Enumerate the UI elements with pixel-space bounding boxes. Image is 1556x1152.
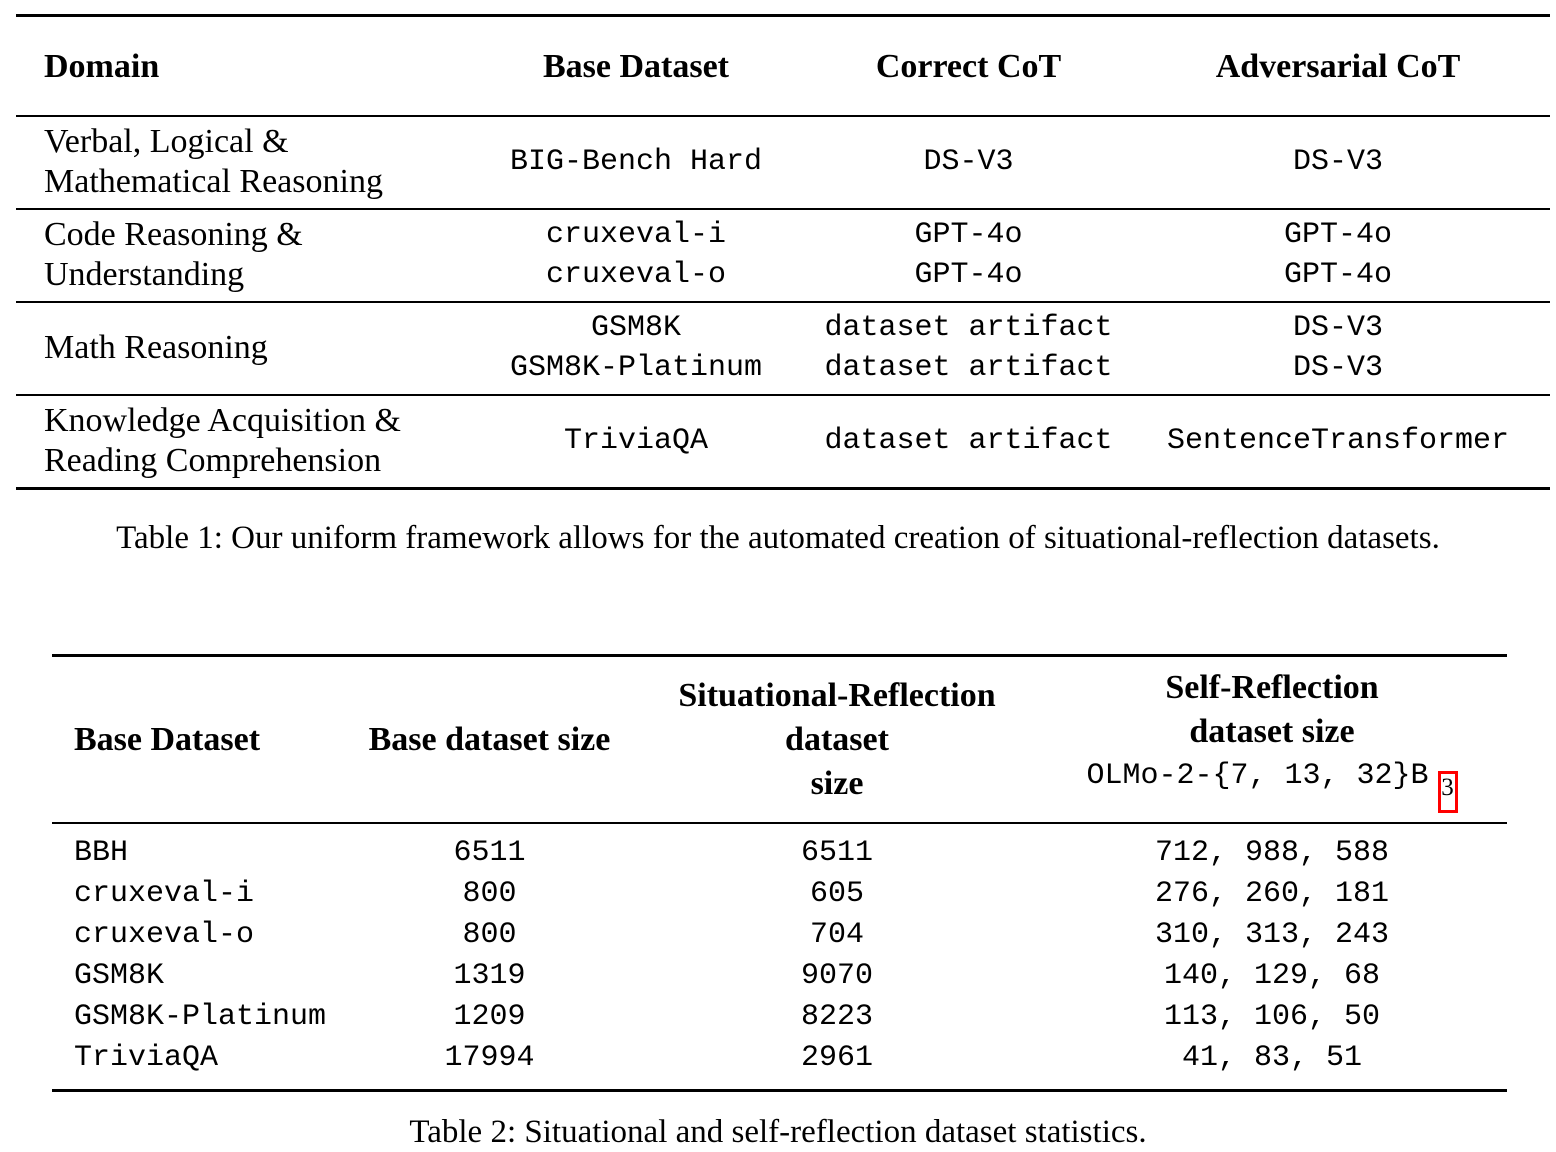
table1-cell-domain: Math Reasoning <box>44 329 268 366</box>
table2-cell-base-size: 17994 <box>444 1041 535 1075</box>
table2-cell-base-dataset: BBH <box>74 836 129 870</box>
table1-cell-adversarial-cot: GPT-4o GPT-4o <box>1283 218 1393 292</box>
table2-row-gsm8k: GSM8K 1319 9070 140, 129, 68 <box>52 956 1507 997</box>
table1-cell-base-dataset: BIG-Bench Hard <box>509 145 763 179</box>
table2-cell-self-sizes: 276, 260, 181 <box>1154 877 1390 911</box>
table2-cell-situational-size: 2961 <box>800 1041 873 1075</box>
table1-cell-correct-cot: DS-V3 <box>923 145 1014 179</box>
table2-cell-base-dataset: cruxeval-o <box>74 918 255 952</box>
table2-cell-base-size: 1319 <box>453 959 526 993</box>
paper-page: Domain Base Dataset Correct CoT Adversar… <box>0 14 1556 1152</box>
table2-cell-situational-size: 704 <box>809 918 864 952</box>
footnote-marker: 3 <box>1441 774 1454 801</box>
table1-cell-correct-cot: GPT-4o GPT-4o <box>914 218 1023 292</box>
table2-row-gsm8k-platinum: GSM8K-Platinum 1209 8223 113, 106, 50 <box>52 997 1507 1038</box>
table1-caption: Table 1: Our uniform framework allows fo… <box>116 520 1440 556</box>
table1-cell-correct-cot: dataset artifact <box>824 424 1113 458</box>
footnote-link-3[interactable]: 3 <box>1437 771 1458 813</box>
table1-cell-adversarial-cot: DS-V3 <box>1292 145 1383 179</box>
table2-caption: Table 2: Situational and self-reflection… <box>409 1114 1147 1150</box>
table2-cell-self-sizes: 310, 313, 243 <box>1154 918 1390 952</box>
table2-header-base-dataset-size: Base dataset size <box>368 720 611 758</box>
table1-datasets-framework: Domain Base Dataset Correct CoT Adversar… <box>16 14 1550 490</box>
table1-row-math-reasoning: Math Reasoning GSM8K GSM8K-Platinum data… <box>16 302 1550 395</box>
table1-cell-correct-cot: dataset artifact dataset artifact <box>824 311 1113 385</box>
table1-cell-adversarial-cot: SentenceTransformer <box>1166 424 1510 458</box>
table2-cell-base-dataset: TriviaQA <box>74 1041 219 1075</box>
table1-cell-base-dataset: GSM8K GSM8K-Platinum <box>509 311 763 385</box>
table2-cell-self-sizes: 140, 129, 68 <box>1163 959 1381 993</box>
table2-row-cruxeval-i: cruxeval-i 800 605 276, 260, 181 <box>52 874 1507 915</box>
table2-cell-situational-size: 6511 <box>800 836 873 870</box>
table1-row-knowledge-acquisition: Knowledge Acquisition & Reading Comprehe… <box>16 395 1550 489</box>
table2-row-triviaqa: TriviaQA 17994 2961 41, 83, 51 <box>52 1038 1507 1091</box>
table1-header-row: Domain Base Dataset Correct CoT Adversar… <box>16 16 1550 116</box>
table2-cell-situational-size: 9070 <box>800 959 873 993</box>
table2-header-row: Base Dataset Base dataset size Situation… <box>52 656 1507 824</box>
table1-row-verbal-logical: Verbal, Logical & Mathematical Reasoning… <box>16 116 1550 209</box>
table1-row-code-reasoning: Code Reasoning & Understanding cruxeval-… <box>16 209 1550 302</box>
table1-cell-domain: Code Reasoning & Understanding <box>44 216 303 293</box>
table1-cell-base-dataset: cruxeval-i cruxeval-o <box>545 218 727 292</box>
table2-cell-base-size: 6511 <box>453 836 526 870</box>
table2-dataset-statistics: Base Dataset Base dataset size Situation… <box>52 654 1507 1092</box>
table2-cell-base-size: 1209 <box>453 1000 526 1034</box>
table2-cell-situational-size: 605 <box>809 877 864 911</box>
olmo-models-label: OLMo-2-{7, 13, 32}B 3 <box>1037 754 1507 813</box>
table2-cell-base-size: 800 <box>462 918 517 952</box>
table2-cell-base-dataset: GSM8K <box>74 959 165 993</box>
table1-header-adversarial-cot: Adversarial CoT <box>1215 48 1461 85</box>
table1-cell-base-dataset: TriviaQA <box>563 424 709 458</box>
table2-cell-base-dataset: cruxeval-i <box>74 877 255 911</box>
table2-cell-base-size: 800 <box>462 877 517 911</box>
table2-cell-situational-size: 8223 <box>800 1000 873 1034</box>
table1-cell-adversarial-cot: DS-V3 DS-V3 <box>1292 311 1383 385</box>
table2-header-situational-reflection-size: Situational-Reflection dataset size <box>678 676 996 802</box>
table2-cell-self-sizes: 41, 83, 51 <box>1181 1041 1363 1075</box>
table2-cell-self-sizes: 712, 988, 588 <box>1154 836 1390 870</box>
table2-header-base-dataset: Base Dataset <box>74 720 261 758</box>
table1-header-correct-cot: Correct CoT <box>875 48 1062 85</box>
table2-row-cruxeval-o: cruxeval-o 800 704 310, 313, 243 <box>52 915 1507 956</box>
table2-row-bbh: BBH 6511 6511 712, 988, 588 <box>52 823 1507 874</box>
table2-header-self-reflection-size: Self-Reflection dataset size OLMo-2-{7, … <box>1037 656 1507 824</box>
table1-cell-domain: Verbal, Logical & Mathematical Reasoning <box>44 123 383 200</box>
table2-cell-base-dataset: GSM8K-Platinum <box>74 1000 327 1034</box>
table1-header-domain: Domain <box>44 48 160 85</box>
table2-cell-self-sizes: 113, 106, 50 <box>1163 1000 1381 1034</box>
table1-cell-domain: Knowledge Acquisition & Reading Comprehe… <box>44 402 401 479</box>
table1-header-base-dataset: Base Dataset <box>542 48 730 85</box>
